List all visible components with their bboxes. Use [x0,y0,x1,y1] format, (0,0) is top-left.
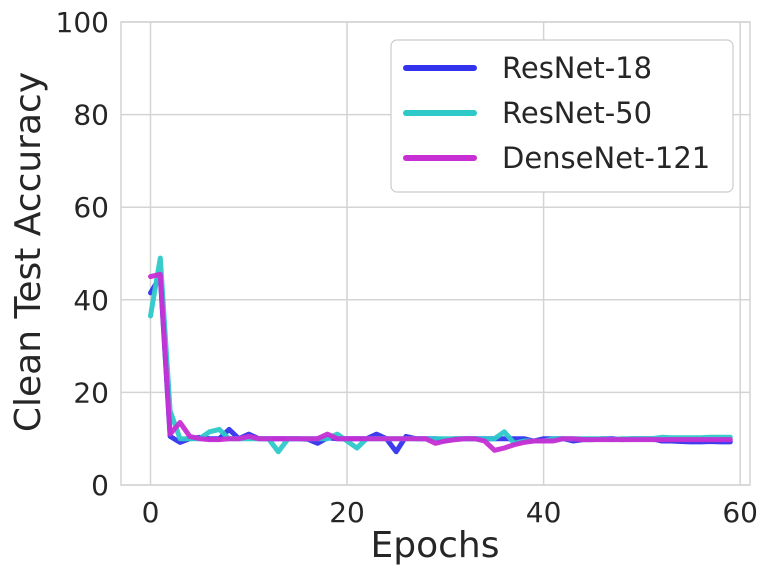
x-tick-label: 60 [722,496,758,529]
series-line-densenet-121 [148,271,733,453]
y-tick-label: 40 [73,284,109,317]
x-tick-labels: 0 20 40 60 [142,496,758,529]
y-tick-label: 100 [56,6,109,39]
legend-label: ResNet-50 [502,96,652,130]
y-tick-labels: 0 20 40 60 80 100 [56,6,109,502]
x-tick-label: 40 [526,496,562,529]
y-axis-label: Clean Test Accuracy [8,72,49,432]
x-tick-label: 0 [142,496,160,529]
series-layer [148,255,733,455]
legend-box [390,39,734,193]
y-tick-label: 20 [73,376,109,409]
legend: ResNet-18 ResNet-50 DenseNet-121 [390,39,734,193]
y-tick-label: 80 [73,99,109,132]
y-tick-label: 0 [91,469,109,502]
plot-frame [120,21,751,486]
x-axis-label: Epochs [371,525,500,566]
legend-label: ResNet-18 [502,51,652,85]
legend-items: ResNet-18 ResNet-50 DenseNet-121 [403,51,710,175]
x-tick-label: 20 [329,496,365,529]
y-tick-label: 60 [73,191,109,224]
legend-label: DenseNet-121 [502,141,710,175]
